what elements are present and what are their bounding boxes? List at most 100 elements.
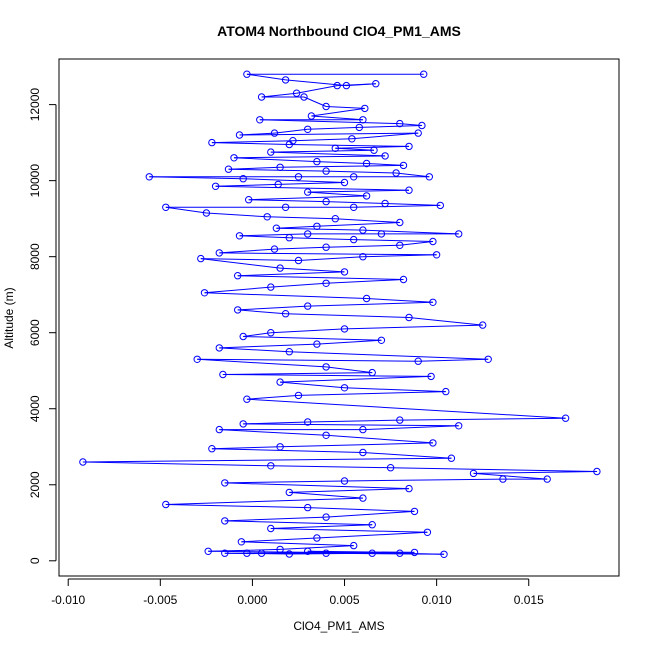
series-layer [79,70,601,558]
series-line-segment [215,183,279,187]
data-point [396,416,404,424]
series-line-segment [296,85,338,94]
y-axis: 0 2000 4000 6000 8000 10000 12000 [28,88,57,564]
series-line-segment [280,381,345,389]
series-line-segment [298,256,363,261]
data-point [270,245,279,253]
x-axis-label: ClO4_PM1_AMS [293,619,384,633]
series-line-segment [289,491,363,499]
data-point [359,116,367,124]
series-line-segment [307,419,400,423]
data-point [429,298,437,306]
data-point [410,507,419,516]
data-point [221,479,229,487]
series-line-segment [390,467,597,472]
data-point [442,387,450,396]
data-point [432,251,441,259]
series-line-segment [165,206,207,214]
series-line-segment [206,212,268,218]
data-point [418,121,426,130]
data-point [561,414,570,422]
series-line-segment [241,537,317,543]
series-line-segment [326,434,433,444]
series-line-segment [285,79,347,87]
series-line-segment [418,358,489,362]
y-tick-label: 2000 [28,471,42,498]
series-line-segment [280,164,404,168]
y-tick-label: 10000 [28,164,42,198]
data-point [257,549,266,557]
series-line-segment [224,520,373,526]
series-line-segment [326,366,373,374]
series-line-segment [233,157,317,163]
series-line-segment [270,151,386,157]
data-point [340,477,349,485]
series-line-segment [362,425,459,431]
series-line-segment [292,138,352,142]
series-line-segment [246,398,566,419]
data-point [215,344,224,352]
series-line-segment [473,471,597,474]
data-point [239,420,247,428]
data-point [355,123,363,132]
data-point [396,218,404,227]
series-line-segment [311,107,365,117]
series-line-segment [222,374,432,377]
series-line-segment [165,504,308,509]
y-tick-label: 6000 [28,319,42,346]
series-line-segment [285,313,410,318]
data-point [285,348,293,356]
data-point [285,234,293,242]
data-point [322,102,330,111]
data-point [420,70,428,78]
data-point [276,163,284,172]
series-line-segment [239,235,290,239]
data-point [267,283,275,291]
series-line-segment [280,545,354,550]
data-point [276,443,284,451]
data-point [340,268,349,276]
data-point [193,355,201,363]
chart-title: ATOM4 Northbound ClO4_PM1_AMS [217,23,461,39]
series-line-segment [219,347,290,353]
series-line-segment [270,528,428,533]
data-point [276,378,284,386]
data-point [322,431,330,439]
data-point [350,203,358,212]
series-line-segment [316,161,367,164]
data-point [202,209,211,217]
data-point [499,475,507,483]
data-point [322,243,330,251]
data-point [294,256,303,265]
data-point [235,131,244,139]
data-point [405,142,413,151]
series-line-segment [362,229,459,235]
series-line-segment [197,358,327,368]
data-point [221,549,229,557]
series-line-segment [267,216,336,220]
data-point [340,178,349,187]
series-line-segment [239,132,419,136]
data-point [322,513,330,521]
data-point [427,372,435,381]
data-point [322,279,330,287]
data-point [145,173,154,181]
series-line-segment [353,239,433,242]
series-line-segment [82,457,452,463]
series-line-segment [248,199,327,203]
data-point [239,332,247,341]
data-point [340,384,349,392]
data-point [405,484,413,493]
data-point [274,180,282,189]
y-tick-label: 12000 [28,88,42,122]
data-point [285,550,293,558]
data-point [333,81,341,90]
series-line-segment [270,524,373,529]
data-point [270,129,279,137]
series-line-segment [385,203,441,206]
data-point [429,237,437,246]
series-line-segment [362,452,452,459]
series-line-segment [307,301,433,307]
data-point [359,253,367,261]
